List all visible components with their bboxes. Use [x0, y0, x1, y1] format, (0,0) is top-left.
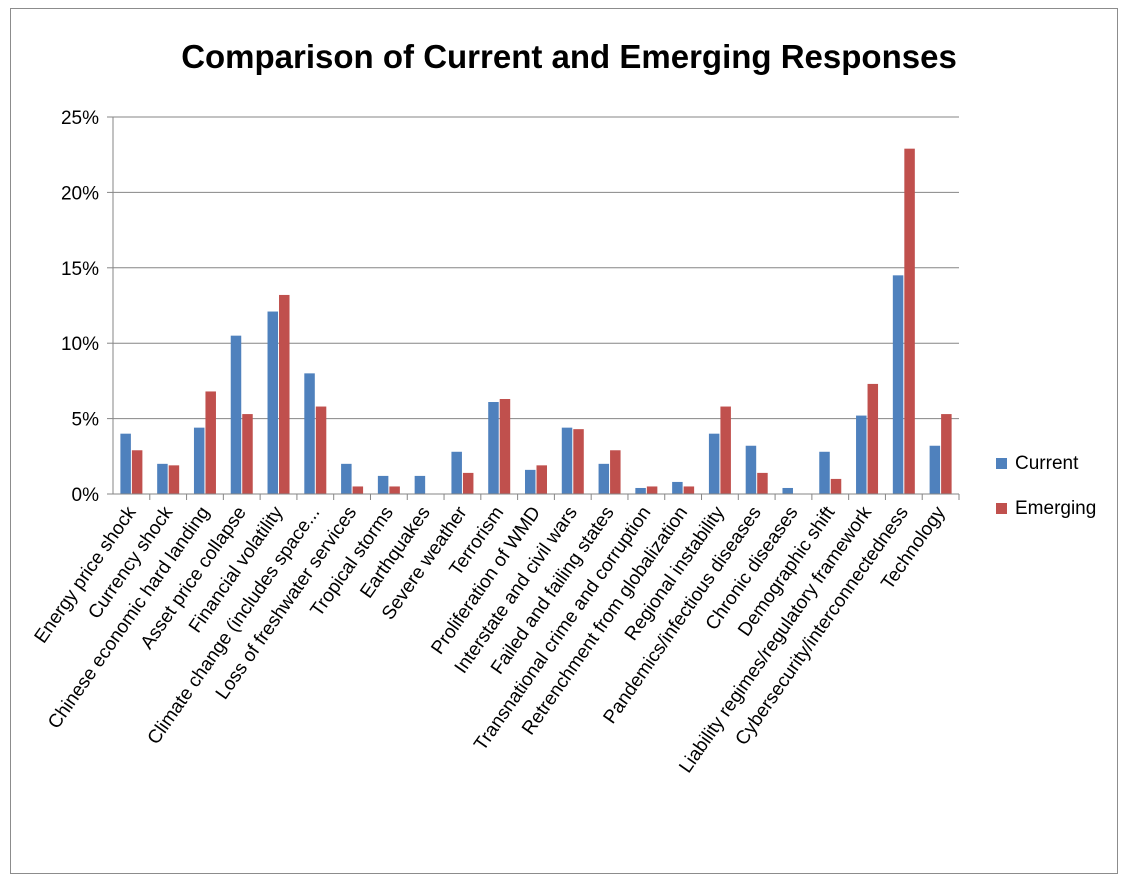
bar-current-18 — [745, 445, 757, 494]
bar-emerging-10 — [462, 472, 474, 494]
bar-current-2 — [157, 463, 168, 494]
bar-current-12 — [525, 469, 536, 494]
bar-emerging-4 — [242, 414, 253, 494]
legend-label-emerging: Emerging — [1015, 498, 1097, 519]
bar-emerging-18 — [757, 472, 768, 494]
legend-swatch-current — [996, 458, 1007, 469]
bar-emerging-15 — [646, 486, 658, 494]
y-tick-label: 0% — [72, 485, 100, 506]
bar-current-21 — [856, 415, 867, 494]
bar-current-3 — [193, 427, 205, 494]
bar-emerging-11 — [499, 398, 511, 494]
bar-emerging-12 — [536, 465, 547, 494]
bar-emerging-7 — [352, 486, 364, 494]
bar-current-17 — [708, 433, 720, 494]
bar-emerging-8 — [389, 486, 400, 494]
y-tick-label: 25% — [61, 108, 99, 129]
bar-current-7 — [341, 463, 352, 494]
bar-current-1 — [120, 433, 131, 494]
y-tick-label: 15% — [61, 259, 99, 280]
bar-emerging-3 — [205, 391, 216, 494]
bar-current-9 — [414, 475, 426, 494]
bar-current-20 — [819, 451, 830, 494]
bar-emerging-1 — [131, 450, 143, 494]
bar-current-5 — [267, 311, 279, 494]
bar-current-13 — [561, 427, 573, 494]
bar-emerging-13 — [573, 429, 584, 494]
bar-current-19 — [782, 487, 793, 494]
bar-current-6 — [304, 373, 315, 494]
y-tick-label: 20% — [61, 183, 99, 204]
bar-current-15 — [635, 487, 646, 494]
legend-item-emerging: Emerging — [996, 497, 1116, 521]
bar-emerging-22 — [904, 148, 915, 494]
bar-current-22 — [892, 275, 904, 494]
bar-current-10 — [451, 451, 462, 494]
bar-current-4 — [230, 335, 242, 494]
bar-emerging-6 — [315, 406, 327, 494]
bar-emerging-23 — [941, 414, 952, 494]
y-tick-label: 5% — [72, 410, 100, 431]
legend-swatch-emerging — [996, 503, 1007, 514]
bar-emerging-16 — [683, 486, 695, 494]
y-tick-label: 10% — [61, 334, 99, 355]
bar-current-11 — [488, 402, 499, 494]
bar-emerging-17 — [720, 406, 731, 494]
bar-current-8 — [377, 475, 389, 494]
bar-current-14 — [598, 463, 610, 494]
bar-emerging-5 — [279, 294, 290, 494]
bar-emerging-21 — [867, 383, 879, 494]
chart-title: Comparison of Current and Emerging Respo… — [181, 38, 957, 75]
bar-current-16 — [672, 481, 683, 494]
bar-current-23 — [929, 445, 941, 494]
legend-item-current: Current — [996, 452, 1116, 476]
legend-label-current: Current — [1015, 453, 1079, 474]
bar-emerging-14 — [610, 450, 621, 494]
bar-emerging-20 — [830, 478, 842, 494]
bar-emerging-2 — [168, 465, 180, 494]
